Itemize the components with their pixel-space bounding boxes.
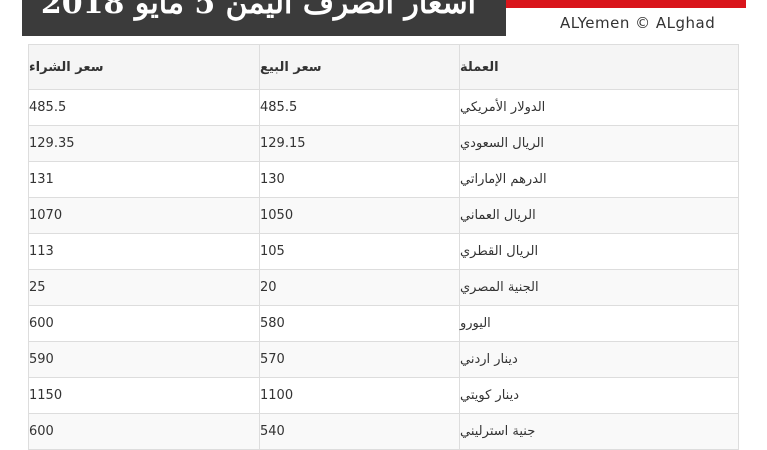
- table-cell: 1050: [259, 198, 459, 233]
- table-cell: 540: [259, 414, 459, 449]
- table-cell: اليورو: [459, 306, 738, 341]
- table-row: الدولار الأمريكي 485.5 485.5: [29, 89, 738, 125]
- logo: ALYemen © ALghad: [560, 14, 716, 32]
- table-row: دينار كويتي 1100 1150: [29, 377, 738, 413]
- table-row: الريال القطري 105 113: [29, 233, 738, 269]
- table-cell: 485.5: [259, 90, 459, 125]
- table-cell: دينار كويتي: [459, 378, 738, 413]
- table-cell: 129.15: [259, 126, 459, 161]
- table-cell: 129.35: [29, 136, 75, 151]
- table-cell: 1070: [29, 208, 63, 223]
- table-cell: الريال العماني: [459, 198, 738, 233]
- table-cell: الريال القطري: [459, 234, 738, 269]
- table-cell: 105: [259, 234, 459, 269]
- column-header: سعر الشراء: [29, 59, 104, 75]
- table-cell: 485.5: [29, 100, 67, 115]
- table-cell: 580: [259, 306, 459, 341]
- column-header: العملة: [459, 45, 738, 89]
- table-row: اليورو 580 600: [29, 305, 738, 341]
- table: العملة سعر البيع سعر الشراء الدولار الأمريك…: [28, 44, 739, 450]
- table-cell: 131: [29, 172, 54, 187]
- table-cell: الدولار الأمريكي: [459, 90, 738, 125]
- table-cell: 130: [259, 162, 459, 197]
- table-row: جنية استرليني 540 600: [29, 413, 738, 449]
- page: أسعار الصرف اليمن 5 مايو 2018 ALYemen © …: [22, 0, 746, 450]
- table-cell: 113: [29, 244, 54, 259]
- logo-bar: [506, 0, 746, 8]
- table-row: الدرهم الإماراتي 130 131: [29, 161, 738, 197]
- header-row: العملة سعر البيع سعر الشراء: [29, 45, 738, 89]
- title: أسعار الصرف اليمن 5 مايو 2018: [40, 0, 476, 21]
- column-header: سعر البيع: [259, 45, 459, 89]
- table-cell: دينار اردني: [459, 342, 738, 377]
- table-cell: 570: [259, 342, 459, 377]
- table-cell: 20: [259, 270, 459, 305]
- table-cell: الريال السعودي: [459, 126, 738, 161]
- table-row: الريال السعودي 129.15 129.35: [29, 125, 738, 161]
- table-cell: الجنية المصري: [459, 270, 738, 305]
- table-cell: 1100: [259, 378, 459, 413]
- table-cell: 600: [29, 424, 54, 439]
- table-row: الريال العماني 1050 1070: [29, 197, 738, 233]
- table-cell: 1150: [29, 388, 63, 403]
- table-cell: 590: [29, 352, 54, 367]
- table-cell: 600: [29, 316, 54, 331]
- table-row: الجنية المصري 20 25: [29, 269, 738, 305]
- table-cell: 25: [29, 280, 46, 295]
- table-cell: الدرهم الإماراتي: [459, 162, 738, 197]
- banner: أسعار الصرف اليمن 5 مايو 2018: [22, 0, 506, 36]
- table-cell: جنية استرليني: [459, 414, 738, 449]
- table-row: دينار اردني 570 590: [29, 341, 738, 377]
